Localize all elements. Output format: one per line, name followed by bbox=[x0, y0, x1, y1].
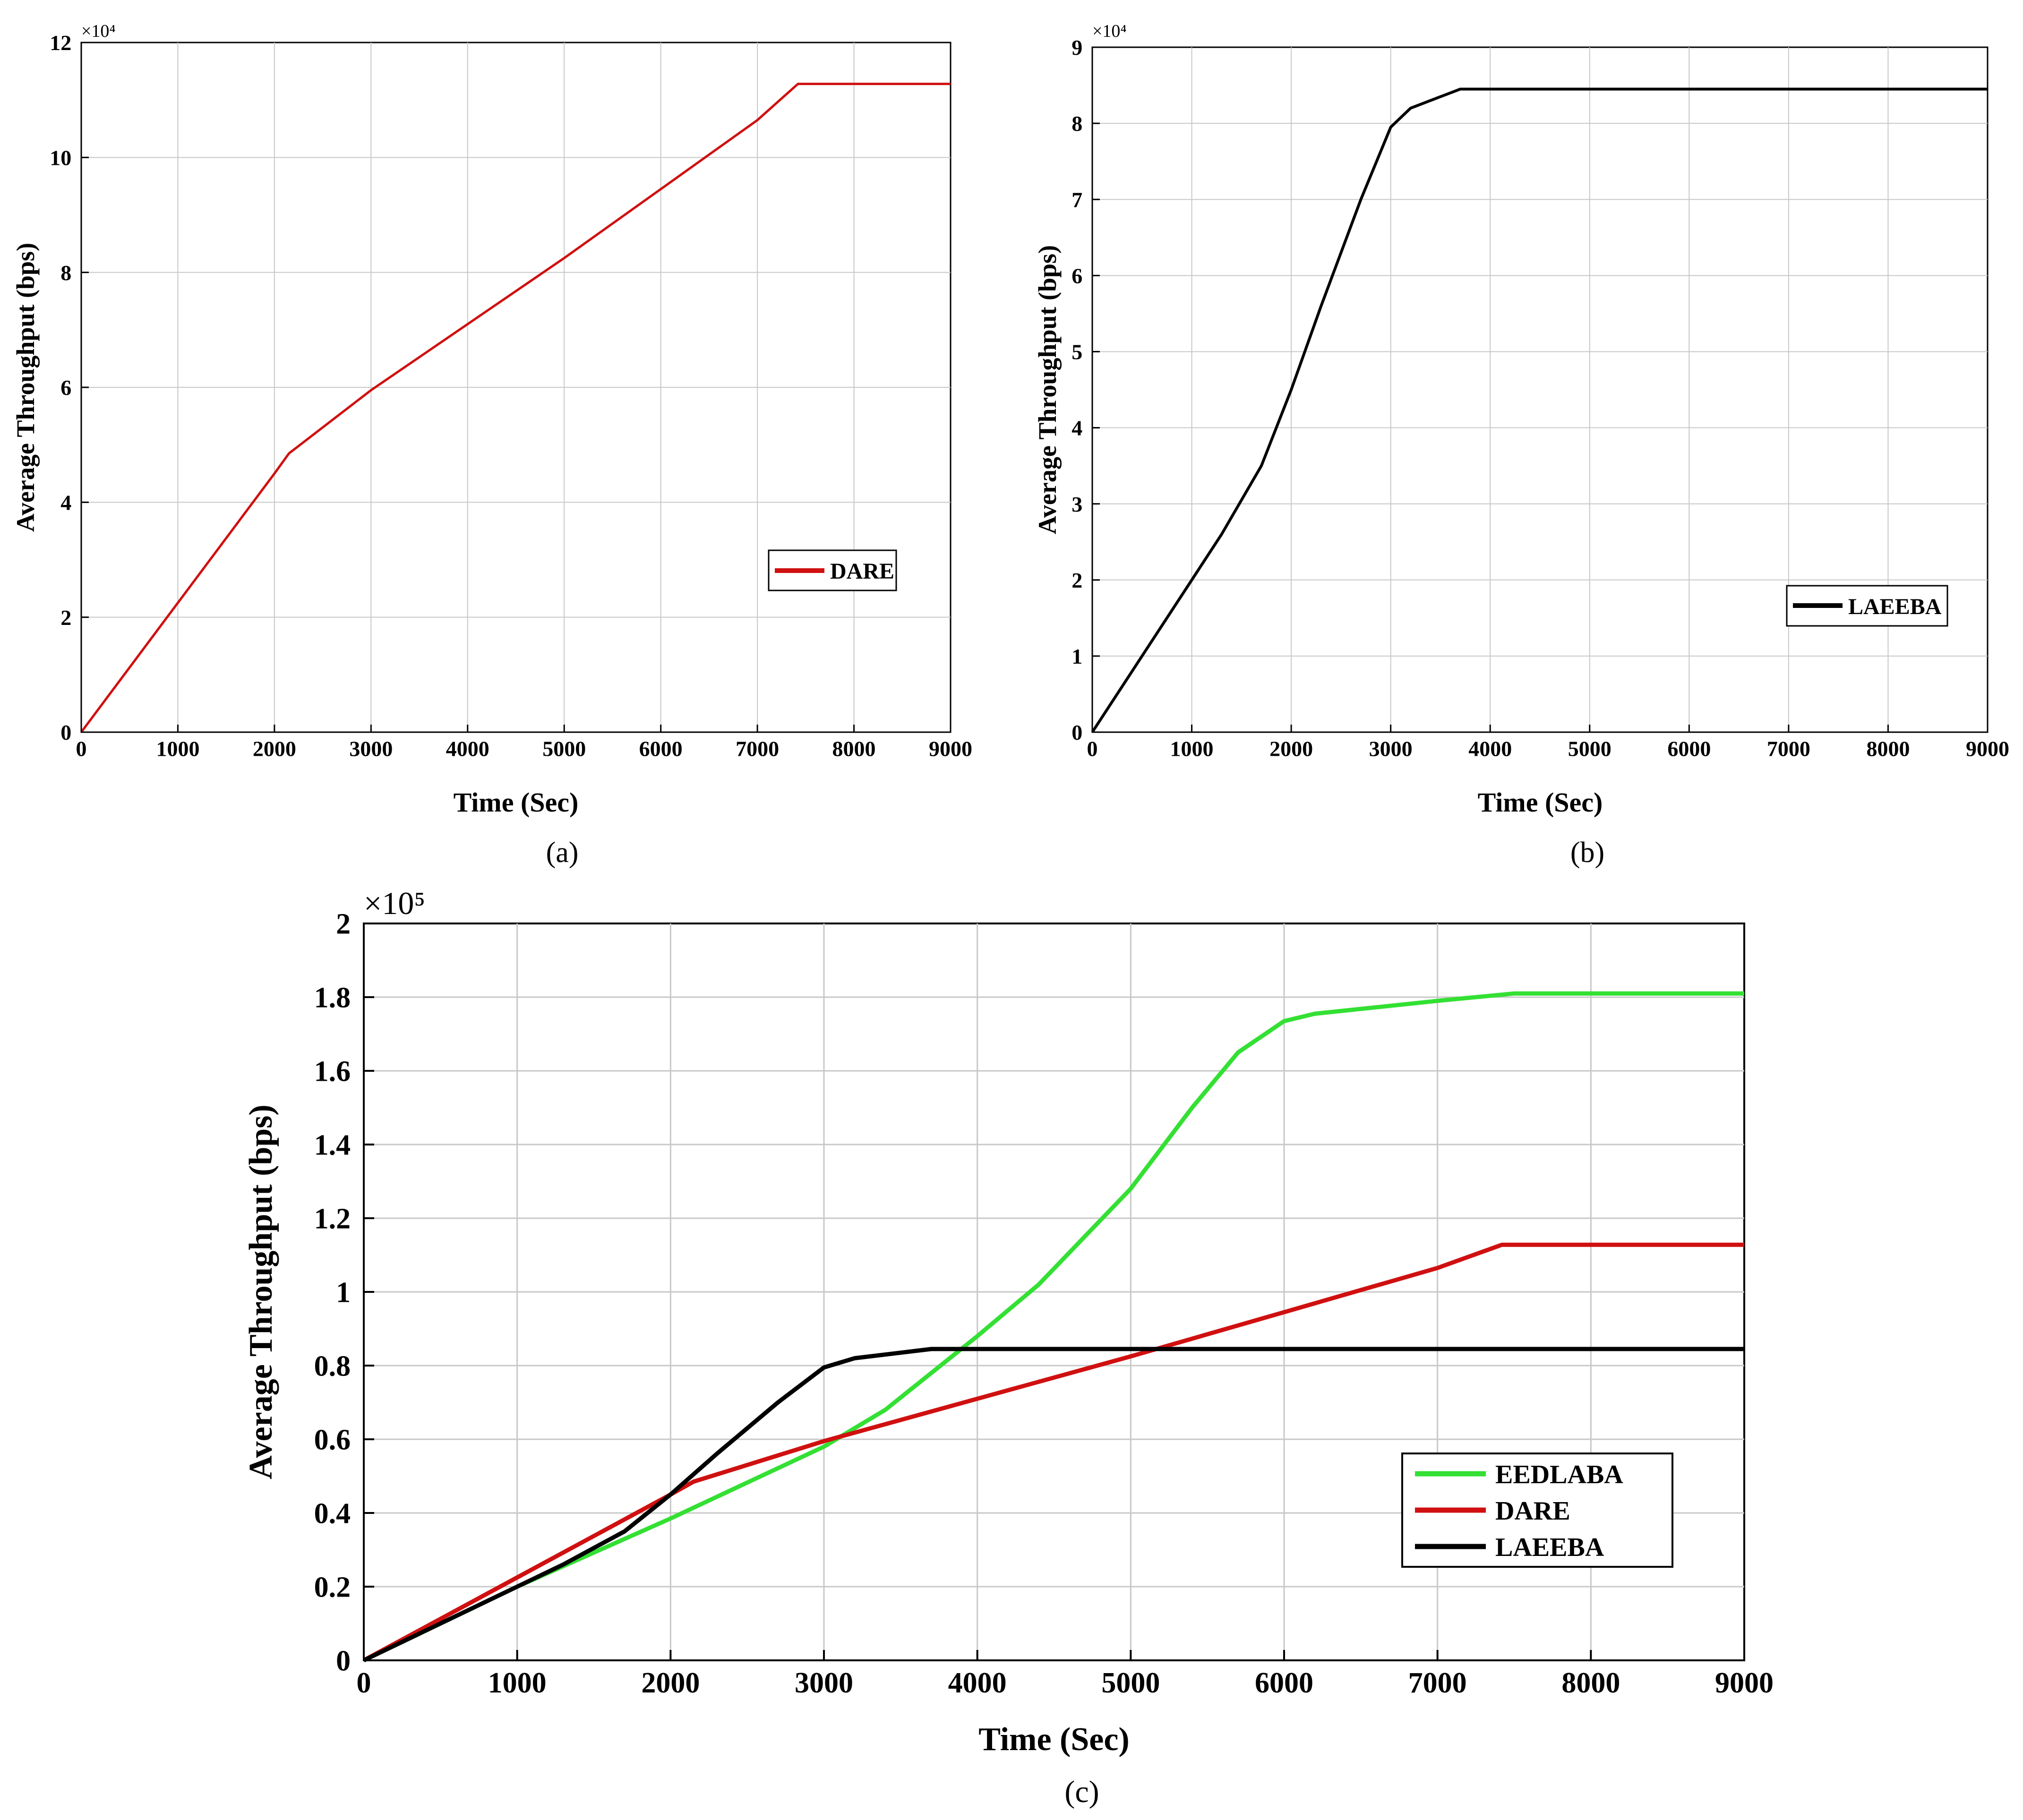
panel-c-x-tick-label: 6000 bbox=[1255, 1667, 1313, 1699]
panel-b-y-tick-label: 9 bbox=[1072, 35, 1082, 60]
panel-a-y-axis-label: Average Throughput (bps) bbox=[11, 243, 40, 532]
panel-a-grid bbox=[81, 43, 951, 732]
panel-c-x-tick-label: 9000 bbox=[1715, 1667, 1774, 1699]
panel-b-series bbox=[1091, 87, 1988, 733]
panel-a-x-tick-label: 6000 bbox=[639, 737, 683, 761]
panel-b-y-tick-label: 0 bbox=[1072, 720, 1082, 744]
panel-c-x-tick-label: 2000 bbox=[641, 1667, 700, 1699]
panel-b-x-axis-label: Time (Sec) bbox=[1478, 787, 1603, 818]
panel-a-y-tick-label: 6 bbox=[60, 376, 71, 400]
panel-a-x-tick-label: 2000 bbox=[253, 737, 296, 761]
panel-c-x-tick-label: 0 bbox=[357, 1667, 371, 1699]
panel-a-y-tick-label: 0 bbox=[60, 720, 71, 744]
panel-a-y-tick-label: 2 bbox=[60, 606, 71, 630]
panel-a-caption: (a) bbox=[546, 837, 579, 869]
panel-c-series-eedlaba bbox=[363, 991, 1744, 1663]
panel-c-x-tick-label: 5000 bbox=[1101, 1667, 1160, 1699]
panel-b-series-laeeba bbox=[1091, 87, 1988, 733]
panel-c-y-tick-label: 1.2 bbox=[314, 1203, 351, 1235]
panel-b-x-tick-label: 6000 bbox=[1667, 737, 1711, 761]
panel-c-y-tick-label: 0 bbox=[336, 1645, 351, 1677]
panel-a-series-dare bbox=[80, 83, 951, 733]
panel-b-x-tick-label: 7000 bbox=[1767, 737, 1810, 761]
panel-b-chart: 0 1000 2000 3000 4000 5000 6000 7000 8000 9000 0 1 2… bbox=[1033, 21, 2009, 869]
panel-b-grid bbox=[1092, 47, 1988, 732]
panel-c-x-tick-label: 3000 bbox=[795, 1667, 853, 1699]
panel-a-x-tick-label: 8000 bbox=[832, 737, 876, 761]
panel-a-y-tick-label: 10 bbox=[50, 145, 71, 170]
panel-a-legend-label-dare: DARE bbox=[830, 559, 894, 584]
panel-b-multiplier: ×10⁴ bbox=[1092, 21, 1127, 41]
panel-b-caption: (b) bbox=[1570, 837, 1604, 869]
panel-b-plot-area bbox=[1091, 46, 1989, 733]
panel-c-x-tick-label: 8000 bbox=[1561, 1667, 1620, 1699]
panel-b-y-tick-label: 5 bbox=[1072, 340, 1082, 364]
panel-c-x-axis-label: Time (Sec) bbox=[978, 1721, 1129, 1758]
panel-a-x-axis-label: Time (Sec) bbox=[454, 787, 579, 818]
panel-a-x-tick-label: 0 bbox=[76, 737, 87, 761]
panel-c-y-tick-label: 1.4 bbox=[314, 1129, 351, 1162]
panel-a-series bbox=[80, 83, 951, 733]
panel-a-y-tick-label: 4 bbox=[60, 490, 71, 514]
panel-b-x-tick-label: 4000 bbox=[1468, 737, 1512, 761]
panel-b-y-tick-label: 1 bbox=[1072, 644, 1082, 668]
panel-c-y-tick-label: 0.6 bbox=[314, 1424, 351, 1456]
panel-b-x-tick-label: 9000 bbox=[1966, 737, 2009, 761]
panel-c-ticks: 0 1000 2000 3000 4000 5000 6000 7000 8000 9000 0 0.… bbox=[314, 908, 1774, 1700]
panel-b-x-tick-label: 3000 bbox=[1369, 737, 1413, 761]
panel-c-x-tick-label: 1000 bbox=[488, 1667, 547, 1699]
panel-b-x-tick-label: 2000 bbox=[1269, 737, 1313, 761]
panel-b-y-tick-label: 3 bbox=[1072, 492, 1082, 516]
panel-c-caption: (c) bbox=[1064, 1775, 1099, 1809]
panel-c-x-tick-label: 4000 bbox=[948, 1667, 1007, 1699]
panel-a-x-tick-label: 4000 bbox=[446, 737, 489, 761]
panel-c-series bbox=[362, 991, 1744, 1663]
panel-c-y-tick-label: 0.8 bbox=[314, 1350, 351, 1383]
panel-a-ticks: 0 1000 2000 3000 4000 5000 6000 7000 8000 9000 0 2 4… bbox=[50, 31, 972, 761]
panel-b-x-tick-label: 8000 bbox=[1866, 737, 1910, 761]
panel-b-x-tick-label: 5000 bbox=[1568, 737, 1612, 761]
panel-c-legend-label-eedlaba: EEDLABA bbox=[1495, 1460, 1623, 1489]
panel-c-legend-label-laeeba: LAEEBA bbox=[1495, 1533, 1604, 1562]
panel-c-legend: EEDLABA DARE LAEEBA bbox=[1401, 1453, 1673, 1568]
panel-c-chart: 0 1000 2000 3000 4000 5000 6000 7000 8000 9000 0 0.… bbox=[243, 885, 1774, 1809]
panel-b-y-tick-label: 4 bbox=[1072, 416, 1082, 440]
panel-b-x-tick-label: 1000 bbox=[1170, 737, 1214, 761]
panel-a-multiplier: ×10⁴ bbox=[81, 21, 116, 41]
panel-c-x-tick-label: 7000 bbox=[1408, 1667, 1467, 1699]
panel-a-y-tick-label: 12 bbox=[50, 31, 71, 55]
panel-a-x-tick-label: 9000 bbox=[929, 737, 972, 761]
panel-b-legend: LAEEBA bbox=[1786, 585, 1948, 627]
panel-c-series-dare bbox=[362, 1242, 1744, 1662]
panel-c-y-tick-label: 1.8 bbox=[314, 982, 351, 1014]
panel-c-series-laeeba bbox=[363, 1347, 1744, 1663]
panel-c-y-tick-label: 0.4 bbox=[314, 1498, 351, 1530]
panel-c-y-tick-label: 1 bbox=[336, 1277, 351, 1309]
panel-a-legend: DARE bbox=[768, 549, 897, 591]
panel-b-x-tick-label: 0 bbox=[1087, 737, 1098, 761]
panel-a-x-tick-label: 5000 bbox=[542, 737, 586, 761]
panel-a-x-tick-label: 3000 bbox=[349, 737, 393, 761]
panel-b-ticks: 0 1000 2000 3000 4000 5000 6000 7000 8000 9000 0 1 2… bbox=[1072, 35, 2009, 761]
panel-c-legend-label-dare: DARE bbox=[1495, 1496, 1570, 1526]
panel-b-y-axis-label: Average Throughput (bps) bbox=[1033, 245, 1062, 534]
panel-c-y-tick-label: 0.2 bbox=[314, 1572, 351, 1604]
panel-b-y-tick-label: 8 bbox=[1072, 111, 1082, 136]
panel-a-x-tick-label: 1000 bbox=[156, 737, 199, 761]
panel-b-y-tick-label: 6 bbox=[1072, 264, 1082, 288]
panel-b-y-tick-label: 7 bbox=[1072, 188, 1082, 212]
panel-c-y-axis-label: Average Throughput (bps) bbox=[243, 1104, 279, 1479]
panel-c-y-tick-label: 1.6 bbox=[314, 1056, 351, 1088]
panel-b-legend-label-laeeba: LAEEBA bbox=[1848, 594, 1942, 619]
panel-c-y-tick-label: 2 bbox=[336, 908, 351, 940]
panel-b-y-tick-label: 2 bbox=[1072, 568, 1082, 592]
panel-a-chart: 0 1000 2000 3000 4000 5000 6000 7000 8000 9000 0 2 4… bbox=[11, 21, 972, 869]
panel-c-multiplier: ×10⁵ bbox=[364, 885, 425, 921]
panel-a-y-tick-label: 8 bbox=[60, 261, 71, 285]
panel-a-x-tick-label: 7000 bbox=[736, 737, 779, 761]
